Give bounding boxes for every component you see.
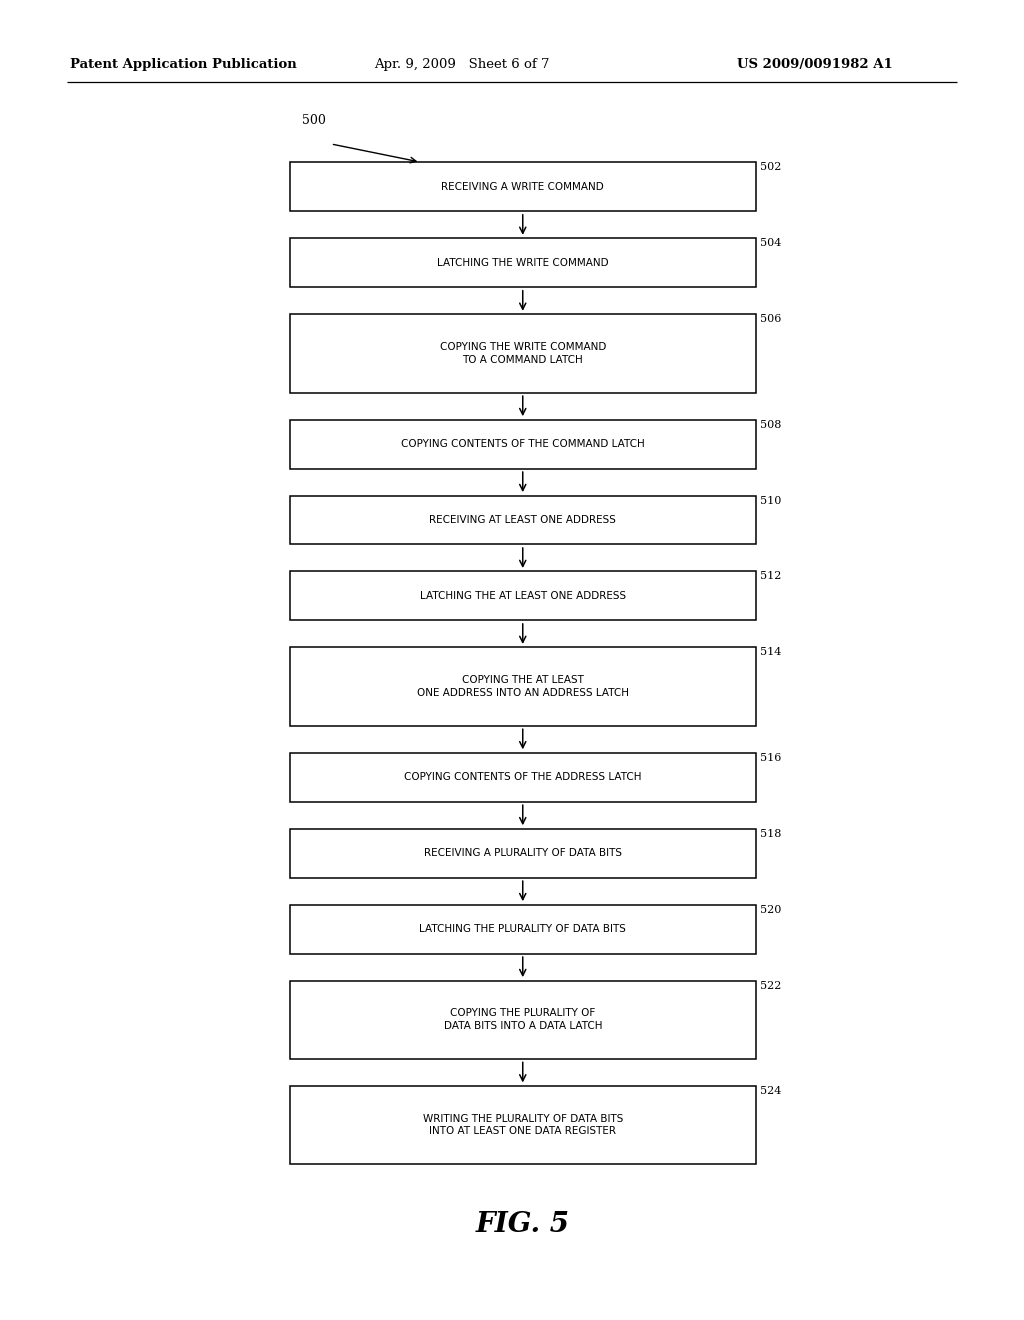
Text: LATCHING THE WRITE COMMAND: LATCHING THE WRITE COMMAND xyxy=(437,257,608,268)
Text: WRITING THE PLURALITY OF DATA BITS
INTO AT LEAST ONE DATA REGISTER: WRITING THE PLURALITY OF DATA BITS INTO … xyxy=(423,1114,623,1137)
Text: RECEIVING A WRITE COMMAND: RECEIVING A WRITE COMMAND xyxy=(441,182,604,191)
Text: 524: 524 xyxy=(760,1086,781,1096)
Text: COPYING CONTENTS OF THE COMMAND LATCH: COPYING CONTENTS OF THE COMMAND LATCH xyxy=(400,440,645,449)
Bar xyxy=(290,572,756,620)
Bar xyxy=(290,904,756,953)
Text: 510: 510 xyxy=(760,495,781,506)
Text: 516: 516 xyxy=(760,752,781,763)
Bar xyxy=(290,981,756,1059)
Text: LATCHING THE AT LEAST ONE ADDRESS: LATCHING THE AT LEAST ONE ADDRESS xyxy=(420,591,626,601)
Text: RECEIVING A PLURALITY OF DATA BITS: RECEIVING A PLURALITY OF DATA BITS xyxy=(424,849,622,858)
Bar xyxy=(290,1086,756,1164)
Text: Patent Application Publication: Patent Application Publication xyxy=(70,58,296,71)
Bar xyxy=(290,162,756,211)
Bar xyxy=(290,314,756,392)
Text: 518: 518 xyxy=(760,829,781,838)
Text: 508: 508 xyxy=(760,420,781,429)
Text: 514: 514 xyxy=(760,647,781,657)
Bar xyxy=(290,420,756,469)
Text: 512: 512 xyxy=(760,572,781,581)
Text: Apr. 9, 2009   Sheet 6 of 7: Apr. 9, 2009 Sheet 6 of 7 xyxy=(374,58,549,71)
Text: COPYING THE AT LEAST
ONE ADDRESS INTO AN ADDRESS LATCH: COPYING THE AT LEAST ONE ADDRESS INTO AN… xyxy=(417,675,629,698)
Text: 500: 500 xyxy=(302,114,326,127)
Text: 522: 522 xyxy=(760,981,781,990)
Text: FIG. 5: FIG. 5 xyxy=(476,1212,569,1238)
Bar xyxy=(290,752,756,801)
Text: COPYING THE PLURALITY OF
DATA BITS INTO A DATA LATCH: COPYING THE PLURALITY OF DATA BITS INTO … xyxy=(443,1008,602,1031)
Text: 506: 506 xyxy=(760,314,781,325)
Text: COPYING CONTENTS OF THE ADDRESS LATCH: COPYING CONTENTS OF THE ADDRESS LATCH xyxy=(404,772,641,783)
Text: LATCHING THE PLURALITY OF DATA BITS: LATCHING THE PLURALITY OF DATA BITS xyxy=(419,924,627,935)
Text: COPYING THE WRITE COMMAND
TO A COMMAND LATCH: COPYING THE WRITE COMMAND TO A COMMAND L… xyxy=(439,342,606,364)
Text: RECEIVING AT LEAST ONE ADDRESS: RECEIVING AT LEAST ONE ADDRESS xyxy=(429,515,616,525)
Bar xyxy=(290,495,756,544)
Text: 520: 520 xyxy=(760,904,781,915)
Text: 504: 504 xyxy=(760,239,781,248)
Text: 502: 502 xyxy=(760,162,781,173)
Text: US 2009/0091982 A1: US 2009/0091982 A1 xyxy=(737,58,893,71)
Bar xyxy=(290,647,756,726)
Bar xyxy=(290,829,756,878)
Bar xyxy=(290,239,756,288)
